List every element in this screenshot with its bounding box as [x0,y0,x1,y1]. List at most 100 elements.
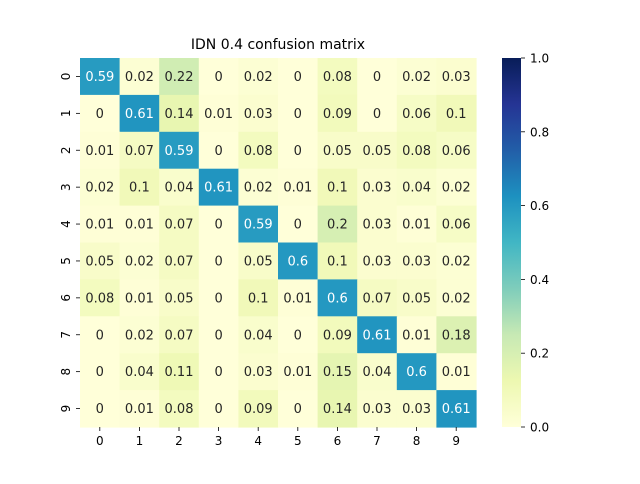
heatmap-cell-r0-c3 [198,58,239,96]
heatmap-cell-r9-c8 [396,390,437,428]
y-tick-label: 5 [59,257,73,265]
heatmap-cell-r5-c8 [396,242,437,280]
heatmap-cell-r1-c4 [238,94,279,133]
heatmap-cell-r5-c4 [238,242,279,280]
heatmap-cell-r6-c5 [278,279,319,317]
cell-value-r8-c1: 0.04 [125,365,154,380]
heatmap-cell-r1-c2 [159,94,200,133]
cell-value-r0-c4: 0.02 [244,70,273,85]
cell-value-r2-c4: 0.08 [244,144,273,159]
cell-value-r7-c1: 0.02 [125,328,154,343]
heatmap-cell-r6-c1 [119,279,160,317]
heatmap-cell-r2-c9 [436,131,477,170]
cell-value-r2-c1: 0.07 [125,144,154,159]
heatmap-cell-r3-c5 [278,168,319,207]
cell-value-r2-c2: 0.59 [165,144,194,159]
y-tick-label: 1 [59,110,73,118]
cell-value-r2-c7: 0.05 [363,144,392,159]
heatmap-cell-r6-c0 [80,279,121,317]
heatmap-cell-r0-c8 [396,58,437,96]
cell-value-r7-c8: 0.01 [402,328,431,343]
heatmap-cell-r7-c5 [278,316,319,354]
cell-value-r1-c7: 0 [373,107,381,122]
heatmap-cell-r1-c9 [436,94,477,133]
heatmap-cell-r4-c3 [198,205,239,244]
cell-value-r0-c8: 0.02 [402,70,431,85]
cell-value-r3-c1: 0.1 [129,181,150,196]
heatmap-cell-r3-c8 [396,168,437,207]
cell-value-r4-c6: 0.2 [327,218,348,233]
y-tick-label: 9 [59,405,73,413]
cell-value-r9-c0: 0 [96,402,104,417]
heatmap-cell-r3-c4 [238,168,279,207]
cell-value-r0-c0: 0.59 [85,70,114,85]
heatmap-cell-r7-c9 [436,316,477,354]
cell-value-r1-c8: 0.06 [402,107,431,122]
heatmap-cell-r8-c9 [436,353,477,391]
cell-value-r9-c2: 0.08 [165,402,194,417]
cell-value-r8-c9: 0.01 [442,365,471,380]
cell-value-r3-c9: 0.02 [442,181,471,196]
cell-value-r0-c6: 0.08 [323,70,352,85]
heatmap-cell-r6-c6 [317,279,358,317]
cell-value-r9-c4: 0.09 [244,402,273,417]
colorbar [502,58,521,427]
cell-value-r3-c8: 0.04 [402,181,431,196]
heatmap-cell-r6-c7 [357,279,398,317]
cell-value-r6-c9: 0.02 [442,291,471,306]
heatmap-cell-r0-c1 [119,58,160,96]
heatmap-cell-r2-c0 [80,131,121,170]
cell-value-r5-c6: 0.1 [327,254,348,269]
heatmap-cell-r0-c4 [238,58,279,96]
cell-value-r3-c4: 0.02 [244,181,273,196]
cell-value-r7-c4: 0.04 [244,328,273,343]
y-tick-label: 2 [59,146,73,154]
heatmap-cell-r1-c7 [357,94,398,133]
heatmap-cell-r3-c2 [159,168,200,207]
cell-value-r6-c4: 0.1 [248,291,269,306]
heatmap-cell-r8-c2 [159,353,200,391]
heatmap-cell-r5-c1 [119,242,160,280]
cell-value-r9-c1: 0.01 [125,402,154,417]
heatmap-cell-r5-c0 [80,242,121,280]
heatmap-cell-r5-c7 [357,242,398,280]
heatmap-cell-r4-c0 [80,205,121,244]
heatmap-cell-r0-c9 [436,58,477,96]
heatmap-cell-r7-c7 [357,316,398,354]
colorbar-tick-label: 1.0 [530,52,549,66]
cell-value-r3-c2: 0.04 [165,181,194,196]
cell-value-r9-c3: 0 [214,402,222,417]
cell-value-r7-c9: 0.18 [442,328,471,343]
cell-value-r1-c2: 0.14 [165,107,194,122]
cell-value-r1-c5: 0 [294,107,302,122]
cell-value-r1-c1: 0.61 [125,107,154,122]
cell-value-r3-c6: 0.1 [327,181,348,196]
cell-value-r1-c9: 0.1 [446,107,467,122]
heatmap-cell-r4-c8 [396,205,437,244]
x-tick-label: 5 [294,434,302,448]
cell-value-r4-c9: 0.06 [442,218,471,233]
heatmap-cell-r7-c8 [396,316,437,354]
heatmap-cell-r2-c1 [119,131,160,170]
cell-value-r7-c7: 0.61 [363,328,392,343]
heatmap-cell-r4-c1 [119,205,160,244]
cell-annotations: 0.59 0.02 0.22 0 0.02 0 0.08 0 0.02 0.03 0 0.61 0.14… [85,70,470,417]
heatmap-cell-r2-c8 [396,131,437,170]
cell-value-r6-c8: 0.05 [402,291,431,306]
cell-value-r5-c9: 0.02 [442,254,471,269]
x-tick-label: 4 [254,434,262,448]
heatmap-cell-r8-c1 [119,353,160,391]
heatmap-cell-r9-c0 [80,390,121,428]
y-axis: 0 1 2 3 4 5 6 7 8 9 [59,73,80,413]
heatmap-cell-r1-c6 [317,94,358,133]
heatmap-cell-r9-c3 [198,390,239,428]
cell-value-r3-c0: 0.02 [85,181,114,196]
cell-value-r8-c8: 0.6 [406,365,427,380]
heatmap-cell-r8-c7 [357,353,398,391]
heatmap-cell-r4-c7 [357,205,398,244]
heatmap-cell-r4-c2 [159,205,200,244]
heatmap-cell-r9-c2 [159,390,200,428]
cell-value-r5-c1: 0.02 [125,254,154,269]
heatmap-cell-r9-c4 [238,390,279,428]
y-tick-label: 6 [59,294,73,302]
